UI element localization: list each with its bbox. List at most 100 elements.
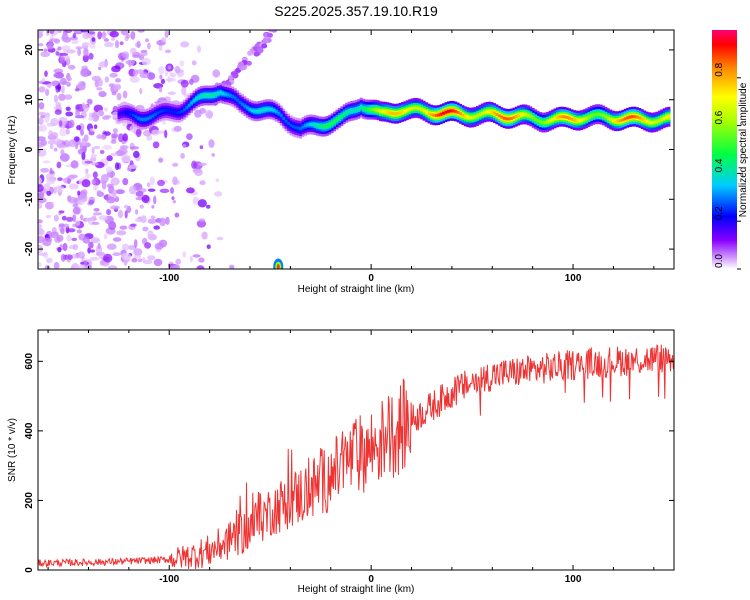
heatmap-ridge-cell: [185, 106, 189, 110]
heatmap-ridge-cell: [454, 110, 458, 113]
heatmap-noise-cell: [104, 42, 114, 48]
heatmap-noise-cell: [205, 204, 211, 209]
heatmap-ridge-cell: [204, 94, 208, 97]
heatmap-noise-cell: [216, 236, 224, 241]
heatmap-ridge-cell: [444, 110, 448, 114]
heatmap-noise-cell: [86, 98, 93, 105]
heatmap-ridge-cell: [405, 108, 409, 112]
heatmap-noise-cell: [54, 109, 62, 115]
heatmap-noise-cell: [121, 252, 131, 261]
heatmap-ridge-cell: [413, 106, 416, 110]
heatmap-noise-cell: [74, 88, 80, 92]
heatmap-ridge-cell: [602, 114, 605, 117]
heatmap-ridge-cell: [585, 116, 588, 120]
heatmap-noise-cell: [199, 145, 204, 150]
heatmap-noise-cell: [147, 42, 151, 50]
heatmap-noise-cell: [152, 141, 160, 149]
heatmap-ridge-cell: [374, 108, 378, 112]
heatmap-ridge-cell: [367, 108, 370, 112]
heatmap-ridge-cell: [541, 121, 545, 125]
heatmap-noise-cell: [149, 176, 155, 186]
heatmap-ridge-cell: [279, 114, 283, 117]
heatmap-ridge-cell: [568, 116, 571, 120]
heatmap-noise-cell: [38, 197, 47, 204]
heatmap-noise-cell: [147, 230, 154, 239]
heatmap-noise-cell: [61, 215, 67, 221]
heatmap-noise-cell: [77, 48, 81, 56]
heatmap-noise-cell: [72, 243, 79, 251]
heatmap-noise-cell: [43, 183, 51, 191]
heatmap-noise-cell: [50, 201, 54, 206]
heatmap-noise-cell: [66, 77, 72, 82]
heatmap-noise-cell: [111, 91, 117, 96]
heatmap-noise-cell: [141, 57, 151, 66]
heatmap-ridge-cell: [277, 111, 281, 115]
heatmap-ridge-cell: [505, 117, 508, 121]
heatmap-noise-cell: [38, 219, 43, 224]
heatmap-ridge-cell: [146, 117, 150, 121]
heatmap-noise-cell: [126, 33, 131, 39]
heatmap-noise-cell: [38, 30, 44, 39]
heatmap-noise-cell: [49, 143, 54, 150]
heatmap-ridge-cell: [233, 96, 237, 100]
heatmap-noise-cell: [172, 200, 176, 204]
heatmap-noise-cell: [151, 205, 155, 209]
heatmap-ridge-cell: [611, 119, 615, 123]
heatmap-ridge-cell: [657, 119, 661, 123]
heatmap-ridge-cell: [459, 112, 462, 116]
heatmap-noise-cell: [146, 182, 151, 188]
heatmap-noise-cell: [93, 145, 101, 150]
heatmap-ridge-cell: [485, 110, 489, 114]
heatmap-ridge-cell: [163, 109, 167, 112]
heatmap-noise-cell: [100, 174, 109, 183]
heatmap-noise-cell: [197, 199, 207, 208]
heatmap-noise-cell: [95, 245, 103, 255]
heatmap-y-axis-label: Frequency (Hz): [7, 116, 18, 185]
heatmap-noise-cell: [46, 257, 53, 264]
heatmap-ridge-cell: [250, 109, 254, 113]
heatmap-ridge-cell: [168, 109, 172, 113]
heatmap-noise-cell: [211, 153, 215, 157]
heatmap-ridge-cell: [517, 114, 521, 118]
heatmap-noise-cell: [50, 38, 60, 43]
heatmap-noise-cell: [45, 214, 52, 219]
heatmap-noise-cell: [186, 133, 193, 141]
heatmap-ridge-cell: [432, 113, 436, 117]
heatmap-noise-cell: [96, 190, 102, 194]
heatmap-ridge-cell: [340, 114, 344, 118]
heatmap-ridge-cell: [473, 115, 477, 119]
heatmap-noise-cell: [38, 111, 46, 116]
heatmap-noise-cell: [81, 68, 90, 76]
heatmap-noise-cell: [159, 217, 167, 227]
heatmap-noise-cell: [103, 115, 112, 119]
heatmap-noise-cell: [129, 185, 137, 195]
heatmap-ridge-cell: [294, 126, 298, 129]
heatmap-noise-cell: [38, 141, 45, 148]
heatmap-noise-cell: [40, 167, 50, 173]
heatmap-x-axis-label: Height of straight line (km): [298, 284, 415, 295]
heatmap-noise-cell: [115, 189, 125, 195]
heatmap-ridge-cell: [117, 112, 121, 116]
heatmap-noise-cell: [80, 141, 88, 147]
heatmap-ridge-cell: [551, 118, 555, 122]
heatmap-ridge-cell: [510, 116, 513, 120]
heatmap-ridge-cell: [570, 117, 574, 121]
heatmap-ridge-cell: [425, 110, 429, 114]
heatmap-ridge-cell: [546, 120, 550, 124]
heatmap-noise-cell: [38, 223, 43, 229]
heatmap-noise-cell: [194, 109, 202, 118]
heatmap-ridge-cell: [141, 118, 145, 121]
heatmap-ridge-cell: [308, 123, 312, 126]
heatmap-noise-cell: [46, 190, 52, 196]
heatmap-ridge-cell: [153, 112, 157, 116]
heatmap-noise-cell: [55, 102, 62, 108]
heatmap-ridge-cell: [253, 109, 256, 113]
heatmap-ridge-cell: [480, 112, 484, 115]
heatmap-noise-cell: [88, 199, 95, 205]
heatmap-ridge-cell: [563, 115, 567, 119]
heatmap-ridge-cell: [371, 108, 375, 112]
heatmap-noise-cell: [68, 183, 79, 190]
heatmap-ridge-cell: [124, 111, 128, 115]
snr-x-tick-label: 100: [565, 574, 582, 585]
heatmap-noise-cell: [58, 223, 66, 228]
